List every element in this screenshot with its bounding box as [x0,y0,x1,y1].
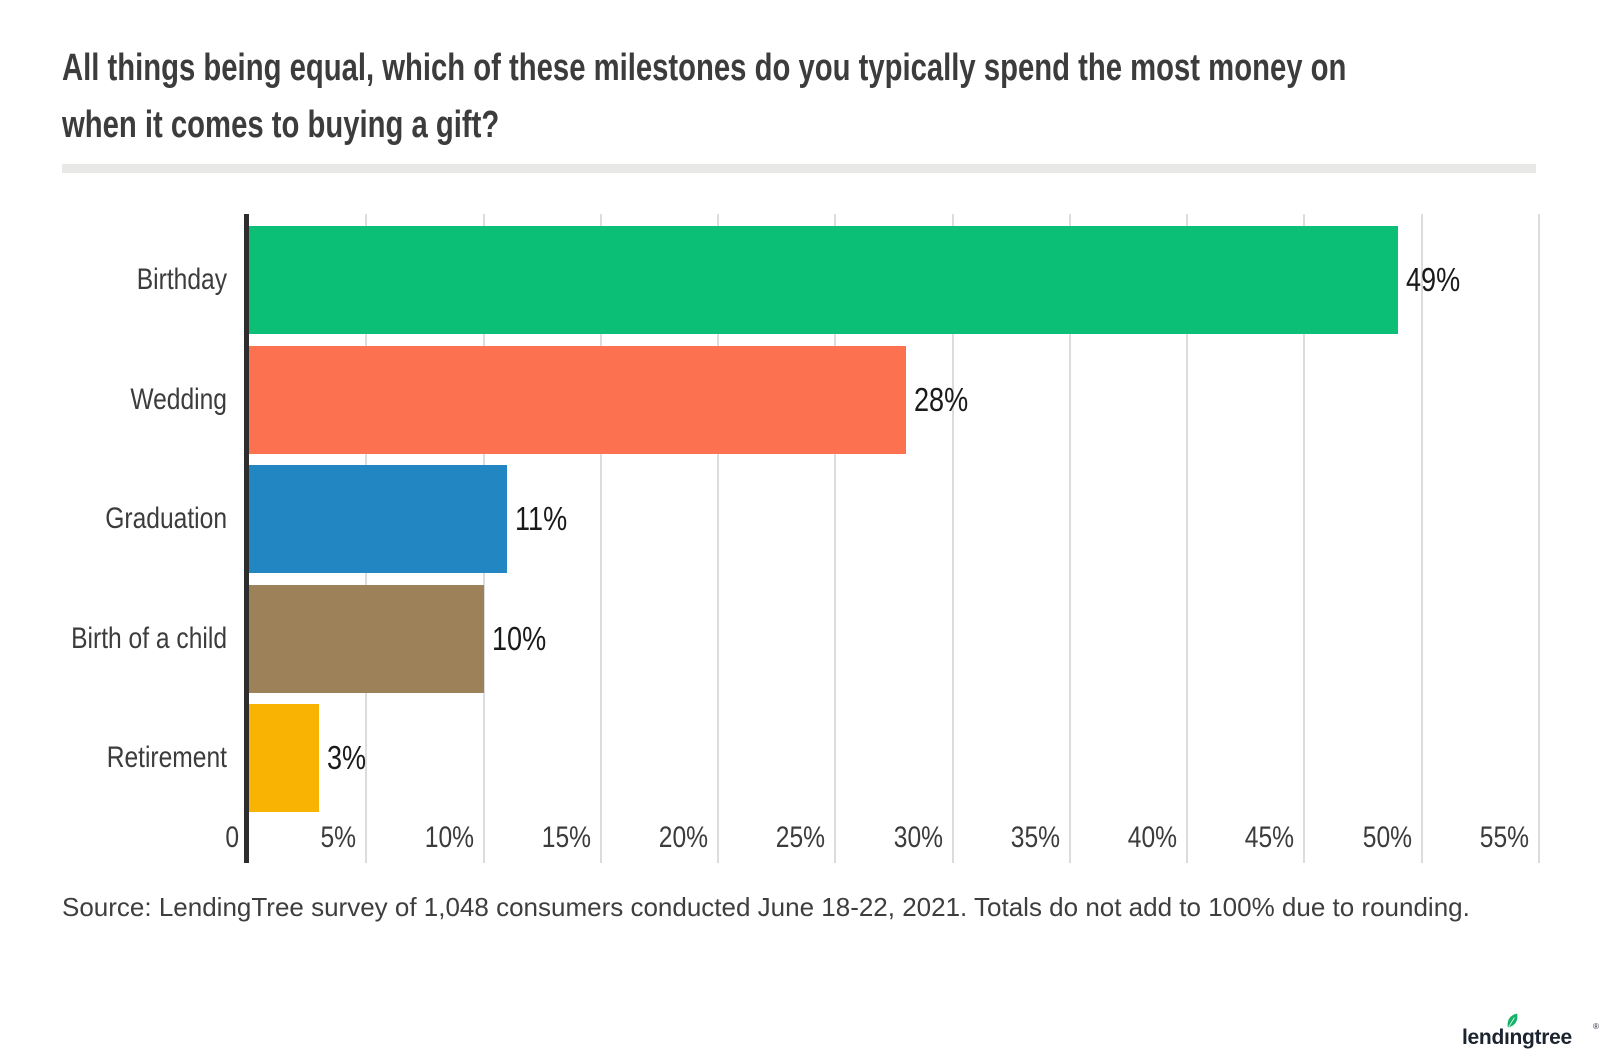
category-label: Retirement [106,741,227,774]
category-label: Birth of a child [71,621,227,655]
category-label: Wedding [130,382,227,416]
x-tick-label: 25% [776,821,826,854]
x-tick-label: 55% [1479,821,1529,854]
category-label: Birthday [136,263,227,296]
gridline [834,214,837,863]
chart-title: All things being equal, which of these m… [62,40,1346,154]
x-tick-label: 0 [225,821,239,854]
category-label: Graduation [105,502,227,535]
bar [249,704,320,812]
x-tick-label: 50% [1362,821,1412,854]
gridline [599,214,602,863]
chart-title-line-1: All things being equal, which of these m… [62,47,1347,89]
source-note: Source: LendingTree survey of 1,048 cons… [62,892,1470,922]
registered-mark: ® [1593,1022,1599,1031]
bar [249,345,906,454]
value-label: 49% [1406,261,1461,298]
gridline [1186,214,1188,863]
x-tick-label: 15% [541,821,591,854]
x-axis-zero-line [244,214,249,863]
x-tick-label: 35% [1010,821,1060,854]
value-label: 10% [491,619,546,657]
leaf-icon [1507,1013,1518,1028]
title-divider [62,164,1536,173]
chart-title-line-2: when it comes to buying a gift? [62,104,500,146]
bar [249,465,507,573]
value-label: 11% [514,500,568,537]
x-tick-label: 30% [893,821,943,854]
gridline [1537,214,1540,863]
gridline [717,214,719,863]
x-tick-label: 40% [1127,821,1177,854]
gridline [1303,214,1306,863]
logo-text: lendıngtree [1462,1026,1572,1049]
x-tick-label: 45% [1245,821,1295,854]
bar [249,584,484,693]
gridline [1068,214,1071,863]
x-tick-label: 10% [424,821,474,854]
gridline [951,214,954,863]
value-label: 28% [913,380,968,418]
x-tick-label: 5% [320,821,357,854]
lendingtree-logo: lendıngtree ® [1462,1013,1600,1054]
bar [249,226,1399,334]
value-label: 3% [327,739,367,776]
gridline [1420,214,1423,863]
x-tick-label: 20% [658,821,708,854]
